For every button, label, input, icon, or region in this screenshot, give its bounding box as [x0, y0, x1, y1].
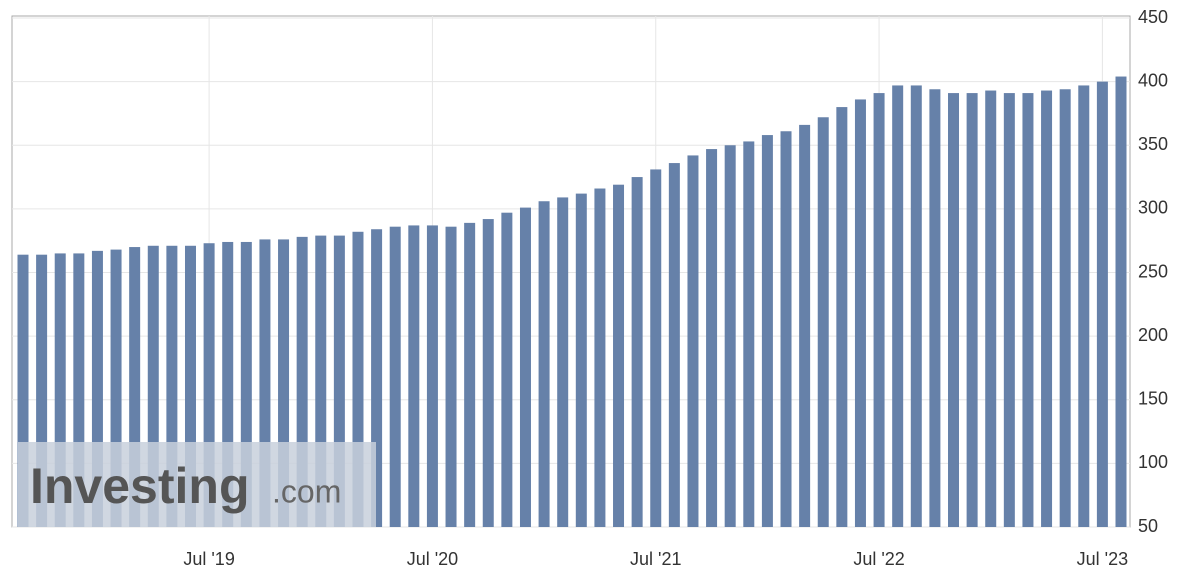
bar — [73, 253, 85, 527]
bar — [464, 222, 476, 527]
bar — [222, 241, 234, 527]
bar — [54, 253, 66, 527]
bar — [91, 250, 103, 527]
bar — [743, 141, 755, 527]
bar — [761, 135, 773, 527]
bar — [278, 239, 290, 528]
y-tick-label: 50 — [1138, 516, 1158, 536]
bar — [184, 245, 196, 527]
bar — [371, 229, 383, 528]
bar — [873, 93, 885, 527]
bar — [538, 201, 550, 528]
bar — [724, 145, 736, 527]
bar — [445, 226, 457, 527]
bar — [985, 90, 997, 527]
bar — [203, 243, 215, 528]
watermark-bg — [18, 442, 376, 527]
bar — [17, 254, 29, 527]
bar — [1041, 90, 1053, 527]
bar — [296, 236, 308, 527]
x-tick-label: Jul '22 — [853, 549, 904, 569]
bar — [594, 188, 606, 527]
bar — [910, 85, 922, 527]
bar — [36, 254, 48, 527]
bar — [1096, 81, 1108, 527]
y-tick-label: 300 — [1138, 198, 1168, 218]
bar — [817, 117, 829, 527]
bar — [389, 226, 401, 527]
bar — [519, 207, 531, 528]
x-tick-label: Jul '23 — [1077, 549, 1128, 569]
bar — [948, 93, 960, 527]
bar — [929, 89, 941, 527]
plot-frame — [11, 15, 1131, 528]
y-tick-label: 350 — [1138, 134, 1168, 154]
y-tick-label: 400 — [1138, 70, 1168, 90]
x-tick-label: Jul '21 — [630, 549, 681, 569]
bar — [110, 249, 122, 527]
bar — [575, 193, 587, 528]
y-tick-label: 250 — [1138, 261, 1168, 281]
bars — [17, 76, 1127, 528]
watermark-suffix: .com — [272, 473, 341, 509]
bar — [1059, 89, 1071, 527]
bar — [706, 149, 718, 527]
watermark-brand: Investing — [30, 458, 249, 514]
bar — [650, 169, 662, 528]
bar — [1078, 85, 1090, 527]
bar — [780, 131, 792, 527]
bar — [240, 241, 252, 527]
y-tick-label: 450 — [1138, 7, 1168, 27]
watermark: Investing .com — [18, 442, 376, 527]
bar — [1003, 93, 1015, 527]
x-tick-label: Jul '19 — [183, 549, 234, 569]
bar — [426, 225, 438, 528]
x-tick-label: Jul '20 — [407, 549, 458, 569]
bar — [1022, 93, 1034, 527]
bar — [557, 197, 569, 528]
bar — [166, 245, 178, 527]
bar — [315, 235, 327, 527]
y-tick-label: 200 — [1138, 325, 1168, 345]
bar — [799, 124, 811, 527]
bar — [854, 99, 866, 527]
bar — [129, 247, 141, 528]
bar — [966, 93, 978, 527]
bar — [147, 245, 159, 527]
bar — [482, 219, 494, 527]
bar — [259, 239, 271, 528]
y-tick-label: 150 — [1138, 389, 1168, 409]
bar — [631, 177, 643, 527]
bar — [352, 231, 364, 527]
bar — [613, 184, 625, 527]
bar — [687, 155, 699, 527]
y-tick-label: 100 — [1138, 452, 1168, 472]
bar — [333, 235, 345, 527]
bar — [668, 163, 680, 527]
bar — [408, 225, 420, 528]
bar — [836, 107, 848, 527]
bar — [501, 212, 513, 527]
bar — [1115, 76, 1127, 527]
bar — [892, 85, 904, 527]
